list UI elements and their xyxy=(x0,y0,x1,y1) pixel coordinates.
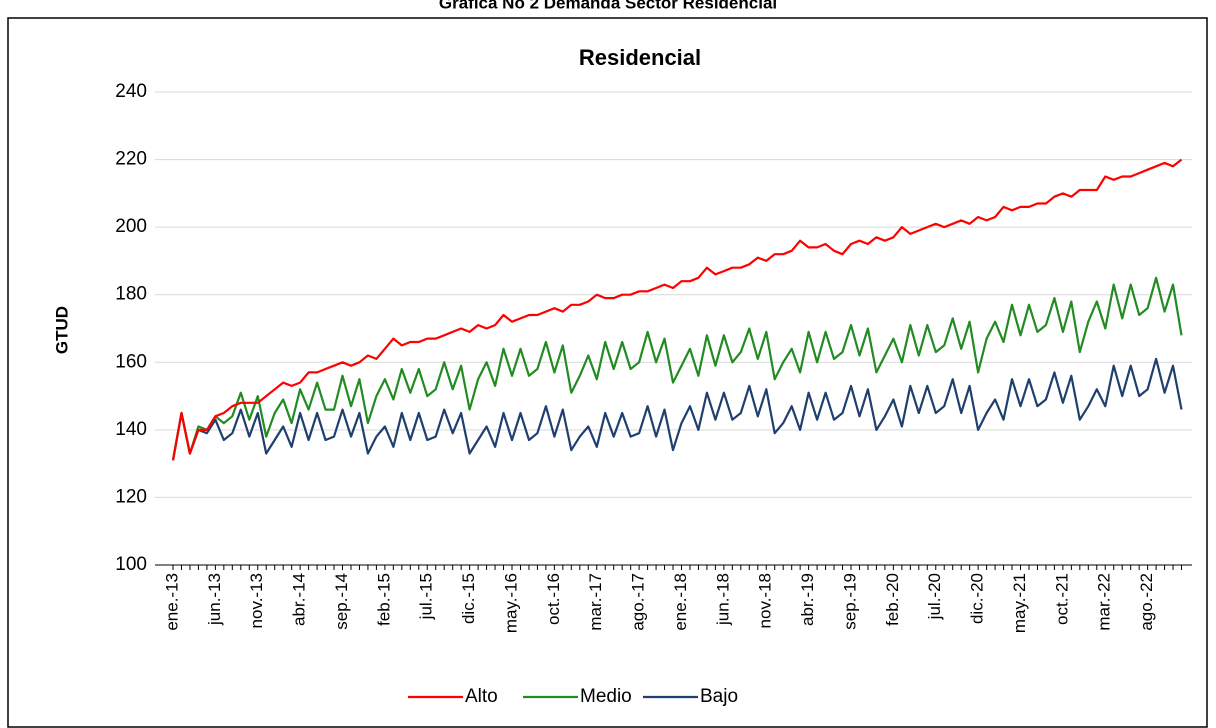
y-tick-label: 100 xyxy=(115,554,147,575)
x-tick-label: sep.-19 xyxy=(840,573,859,630)
y-tick-label: 180 xyxy=(115,284,147,305)
legend-label: Alto xyxy=(465,686,498,707)
x-tick-label: jun.-13 xyxy=(205,573,224,626)
x-tick-label: mar.-22 xyxy=(1095,573,1114,631)
x-tick-label: may.-16 xyxy=(501,573,520,633)
x-tick-label: oct.-16 xyxy=(544,573,563,625)
y-tick-label: 200 xyxy=(115,216,147,237)
x-tick-label: nov.-18 xyxy=(756,573,775,628)
legend-label: Medio xyxy=(580,686,632,707)
x-tick-label: jul.-15 xyxy=(417,573,436,620)
page-title: Gráfica No 2 Demanda Sector Residencial xyxy=(439,0,777,12)
x-tick-label: oct.-21 xyxy=(1052,573,1071,625)
y-axis-label: GTUD xyxy=(52,306,71,354)
x-tick-label: dic.-15 xyxy=(459,573,478,624)
y-tick-label: 220 xyxy=(115,149,147,170)
x-tick-label: feb.-15 xyxy=(374,573,393,626)
chart-frame xyxy=(7,17,1208,728)
x-tick-label: feb.-20 xyxy=(883,573,902,626)
y-tick-label: 160 xyxy=(115,351,147,372)
data-line xyxy=(171,357,1183,461)
x-tick-label: nov.-13 xyxy=(247,573,266,628)
x-tick-label: abr.-19 xyxy=(798,573,817,626)
y-tick-label: 120 xyxy=(115,486,147,507)
data-line xyxy=(171,158,1183,461)
x-tick-label: jul.-20 xyxy=(925,573,944,620)
x-tick-label: ene.-13 xyxy=(162,573,181,631)
data-line xyxy=(171,276,1183,461)
x-tick-label: ene.-18 xyxy=(671,573,690,631)
y-tick-label: 140 xyxy=(115,419,147,440)
x-tick-label: sep.-14 xyxy=(332,573,351,630)
legend-label: Bajo xyxy=(700,686,738,707)
x-tick-label: ago.-17 xyxy=(629,573,648,631)
x-tick-label: abr.-14 xyxy=(290,573,309,626)
x-tick-label: dic.-20 xyxy=(968,573,987,624)
x-tick-label: jun.-18 xyxy=(713,573,732,626)
x-tick-label: mar.-17 xyxy=(586,573,605,631)
x-tick-label: may.-21 xyxy=(1010,573,1029,633)
x-tick-label: ago.-22 xyxy=(1137,573,1156,631)
chart-title: Residencial xyxy=(579,45,701,70)
y-tick-label: 240 xyxy=(115,81,147,102)
